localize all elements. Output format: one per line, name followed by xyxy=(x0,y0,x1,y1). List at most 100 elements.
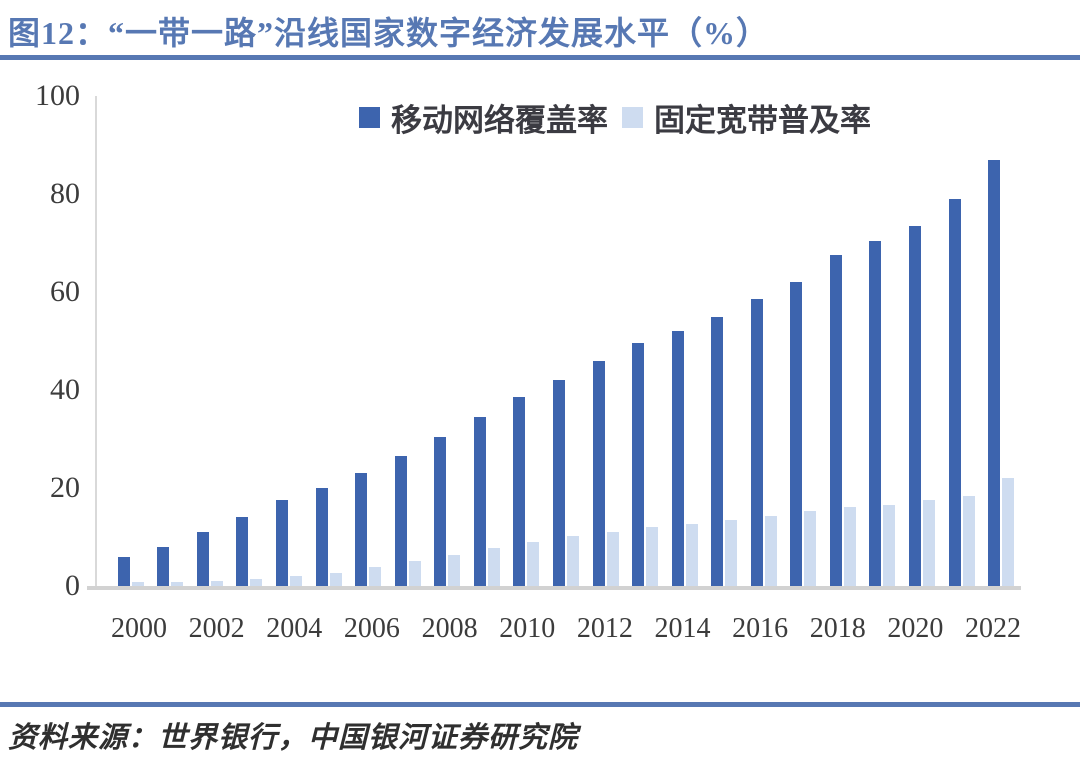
bar-group-2001 xyxy=(151,96,191,586)
bar-group-2000 xyxy=(111,96,151,586)
y-tick-60: 60 xyxy=(50,275,80,308)
bar-broadband-2005 xyxy=(329,573,342,586)
bar-broadband-2010 xyxy=(527,541,540,586)
bar-mobile-2015 xyxy=(711,316,724,586)
bar-broadband-2015 xyxy=(725,519,738,586)
y-tick-0: 0 xyxy=(65,569,80,602)
bar-mobile-2021 xyxy=(948,198,961,586)
legend-item-mobile-coverage: 移动网络覆盖率 xyxy=(359,95,608,140)
bar-mobile-2022 xyxy=(988,159,1001,586)
bar-mobile-2008 xyxy=(434,436,447,586)
x-tick-2004: 2004 xyxy=(266,613,323,644)
bar-broadband-2020 xyxy=(923,500,936,586)
bar-group-2002 xyxy=(190,96,230,586)
bar-broadband-2002 xyxy=(210,580,223,586)
bar-mobile-2003 xyxy=(236,517,249,586)
chart-legend: 移动网络覆盖率 固定宽带普及率 xyxy=(152,95,1078,140)
x-tick-2016: 2016 xyxy=(732,613,789,644)
x-tick-empty xyxy=(943,609,965,649)
title-divider xyxy=(0,55,1080,60)
bar-broadband-2001 xyxy=(171,582,184,586)
source-note: 资料来源：世界银行，中国银河证券研究院 xyxy=(8,722,579,754)
y-axis-line xyxy=(95,96,97,590)
x-tick-empty xyxy=(710,609,732,649)
bar-group-2010 xyxy=(507,96,547,586)
bar-mobile-2011 xyxy=(552,380,565,586)
bar-mobile-2016 xyxy=(750,299,763,586)
bar-mobile-2005 xyxy=(315,488,328,586)
x-tick-empty xyxy=(788,609,810,649)
bar-broadband-2017 xyxy=(804,511,817,586)
bar-mobile-2006 xyxy=(355,473,368,586)
x-tick-empty xyxy=(322,609,344,649)
bar-group-2017 xyxy=(784,96,824,586)
bar-group-2006 xyxy=(348,96,388,586)
bar-mobile-2014 xyxy=(671,331,684,586)
figure-title: 图12：“一带一路”沿线国家数字经济发展水平（%） xyxy=(8,15,770,51)
x-tick-2002: 2002 xyxy=(188,613,245,644)
y-axis-tick-labels: 0 20 40 60 80 100 xyxy=(0,79,80,602)
bar-broadband-2007 xyxy=(408,560,421,586)
x-tick-2018: 2018 xyxy=(809,613,866,644)
bar-group-2016 xyxy=(744,96,784,586)
bar-broadband-2003 xyxy=(250,579,263,586)
bar-group-2003 xyxy=(230,96,270,586)
bar-broadband-2004 xyxy=(290,576,303,586)
y-tick-100: 100 xyxy=(35,79,80,112)
legend-label-mobile-coverage: 移动网络覆盖率 xyxy=(391,103,608,138)
legend-swatch-mobile-icon xyxy=(359,107,380,128)
bar-group-2013 xyxy=(625,96,665,586)
bar-mobile-2001 xyxy=(157,546,170,586)
footer-divider xyxy=(0,702,1080,707)
bar-mobile-2020 xyxy=(909,225,922,586)
legend-label-fixed-broadband: 固定宽带普及率 xyxy=(654,103,871,138)
bar-mobile-2010 xyxy=(513,397,526,586)
x-axis-line xyxy=(87,586,1021,590)
bar-mobile-2000 xyxy=(117,556,130,586)
bar-series-area xyxy=(111,96,1021,586)
x-tick-empty xyxy=(478,609,500,649)
bar-broadband-2009 xyxy=(487,548,500,586)
legend-swatch-broadband-icon xyxy=(622,107,643,128)
bar-group-2008 xyxy=(428,96,468,586)
bar-group-2014 xyxy=(665,96,705,586)
bar-broadband-2021 xyxy=(962,495,975,586)
bar-group-2021 xyxy=(942,96,982,586)
bar-broadband-2006 xyxy=(369,567,382,586)
y-tick-80: 80 xyxy=(50,177,80,210)
bar-broadband-2019 xyxy=(883,505,896,586)
bar-group-2009 xyxy=(467,96,507,586)
bar-mobile-2019 xyxy=(869,240,882,586)
bar-broadband-2008 xyxy=(448,555,461,586)
x-axis-tick-labels: 2000 2002 2004 2006 2008 2010 2012 2014 2016 2018… xyxy=(111,609,1021,649)
x-tick-2022: 2022 xyxy=(965,613,1022,644)
bar-group-2019 xyxy=(863,96,903,586)
bar-group-2020 xyxy=(902,96,942,586)
bar-broadband-2022 xyxy=(1002,478,1015,586)
x-tick-2012: 2012 xyxy=(576,613,633,644)
bar-broadband-2012 xyxy=(606,531,619,586)
bar-broadband-2013 xyxy=(646,527,659,586)
bar-group-2018 xyxy=(823,96,863,586)
bar-mobile-2004 xyxy=(276,500,289,586)
x-tick-empty xyxy=(633,609,655,649)
bar-group-2012 xyxy=(586,96,626,586)
bar-broadband-2014 xyxy=(685,523,698,586)
bar-broadband-2018 xyxy=(843,507,856,586)
bar-broadband-2016 xyxy=(764,516,777,586)
x-tick-2010: 2010 xyxy=(499,613,556,644)
bar-mobile-2012 xyxy=(592,360,605,586)
bar-group-2007 xyxy=(388,96,428,586)
bar-broadband-2000 xyxy=(131,582,144,586)
plot-area xyxy=(87,96,1021,590)
x-tick-empty xyxy=(167,609,189,649)
bar-group-2005 xyxy=(309,96,349,586)
bar-mobile-2018 xyxy=(829,255,842,586)
bar-group-2004 xyxy=(269,96,309,586)
x-tick-2014: 2014 xyxy=(654,613,711,644)
bar-mobile-2007 xyxy=(394,456,407,586)
bar-group-2011 xyxy=(546,96,586,586)
bar-broadband-2011 xyxy=(566,535,579,586)
x-tick-empty xyxy=(400,609,422,649)
y-tick-20: 20 xyxy=(50,471,80,504)
